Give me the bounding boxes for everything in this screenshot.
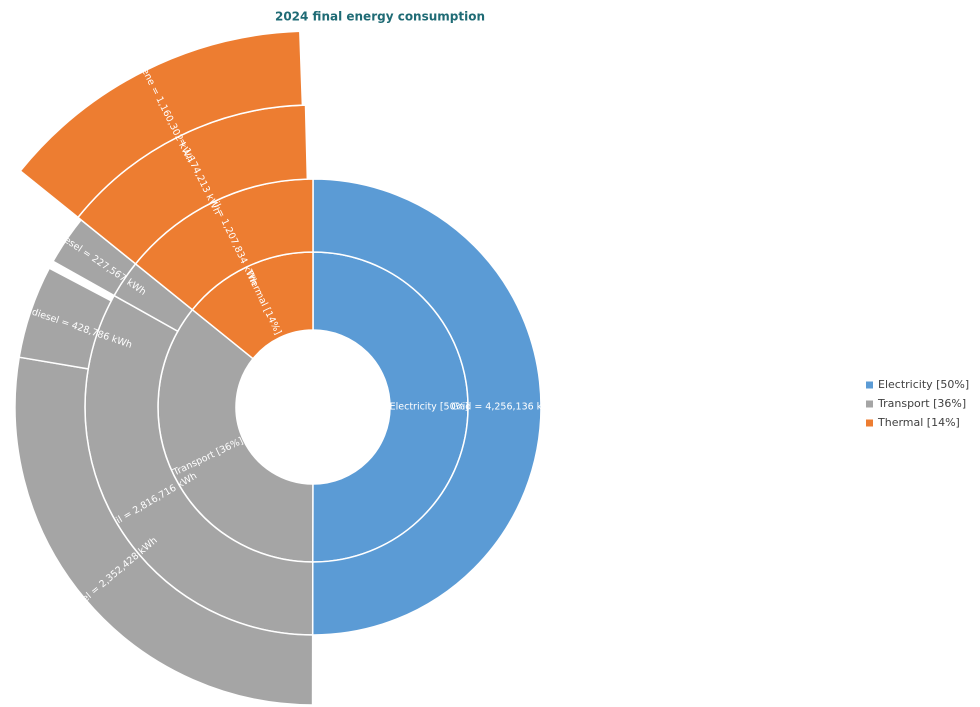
legend-swatch [866,381,873,389]
legend-swatch [866,419,873,427]
chart-title: 2024 final energy consumption [275,10,485,24]
legend-text: Thermal [14%] [877,416,960,429]
segment-label: Grid = 4,256,136 kWh [451,402,557,413]
legend-text: Transport [36%] [877,397,966,410]
legend-text: Electricity [50%] [878,378,969,391]
segment [19,30,304,219]
legend-swatch [866,400,873,408]
segment [311,178,542,636]
segment [18,267,113,370]
segment-label: Electricity [50%] [390,402,469,413]
